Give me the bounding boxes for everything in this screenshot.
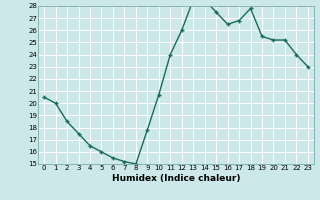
X-axis label: Humidex (Indice chaleur): Humidex (Indice chaleur)	[112, 174, 240, 183]
